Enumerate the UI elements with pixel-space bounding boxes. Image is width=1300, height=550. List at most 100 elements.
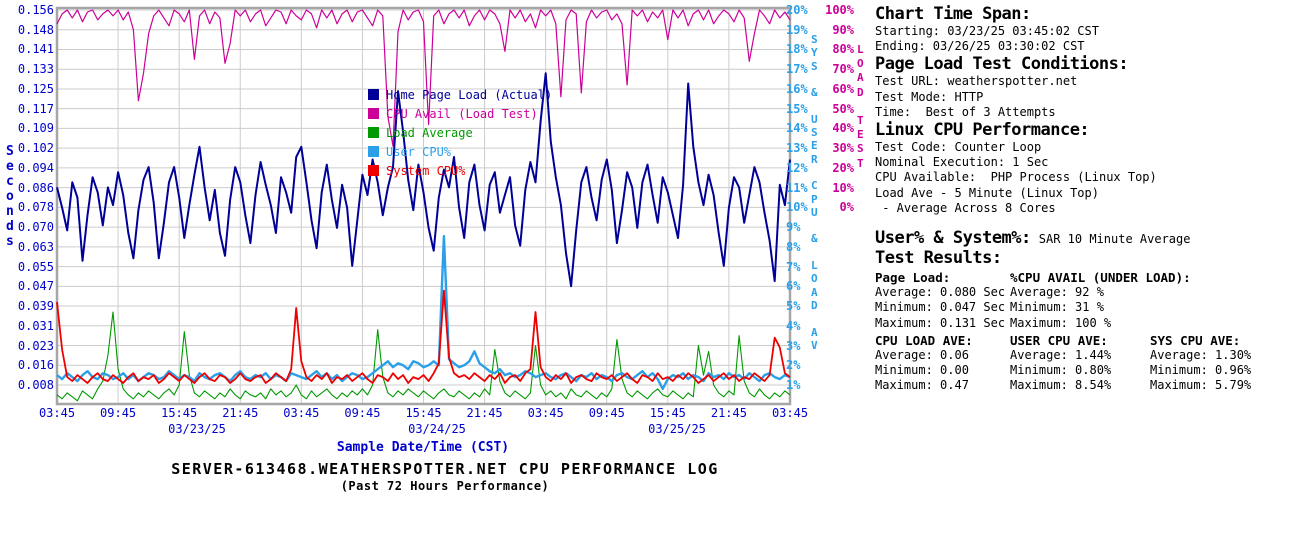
legend-swatch-icon bbox=[368, 89, 379, 100]
seconds-tick-label: 0.047 bbox=[17, 279, 54, 294]
results-user-cpu-ave-average: Average: 1.44% bbox=[1010, 348, 1112, 363]
load-test-tick-label: 80% bbox=[832, 42, 854, 57]
seconds-tick-label: 0.078 bbox=[17, 200, 54, 215]
load-test-tick-label: 30% bbox=[832, 141, 854, 156]
load-test-tick-label: 70% bbox=[832, 62, 854, 77]
seconds-tick-label: 0.016 bbox=[17, 358, 54, 373]
load-test-tick-label: 90% bbox=[832, 22, 854, 37]
time-span-starting: Starting: 03/23/25 03:45:02 CST bbox=[875, 24, 1099, 38]
load-test-tick-label: 60% bbox=[832, 81, 854, 96]
seconds-tick-label: 0.063 bbox=[17, 239, 54, 254]
date-label: 03/24/25 bbox=[408, 422, 466, 436]
results-sys-cpu-ave-title: SYS CPU AVE: bbox=[1150, 332, 1241, 348]
time-tick-label: 03:45 bbox=[771, 406, 809, 420]
legend-swatch-icon bbox=[368, 127, 379, 138]
cpu-pct-tick-label: 5% bbox=[786, 299, 801, 314]
section-heading-time-span: Chart Time Span: bbox=[875, 4, 1031, 24]
time-tick-label: 21:45 bbox=[710, 406, 747, 420]
series-line-home-page-load-actual- bbox=[56, 72, 791, 288]
results-user-cpu-ave-title: USER CPU AVE: bbox=[1010, 332, 1108, 348]
legend-item: Home Page Load (Actual) bbox=[368, 85, 552, 104]
seconds-tick-label: 0.070 bbox=[17, 220, 54, 235]
y-axis-label-sys-user-cpu-load: S Y S & U S E R C P U & L O A D A V bbox=[811, 33, 818, 352]
cpu-pct-tick-label: 4% bbox=[786, 318, 801, 333]
plot-border bbox=[55, 6, 792, 406]
cpu-pct-tick-label: 6% bbox=[786, 279, 801, 294]
results-page-load-average: Average: 0.080 Sec bbox=[875, 285, 1006, 300]
seconds-tick-label: 0.125 bbox=[17, 81, 54, 96]
linux-cpu-available: CPU Available: PHP Process (Linux Top) bbox=[875, 170, 1157, 185]
chart-title: SERVER-613468.WEATHERSPOTTER.NET CPU PER… bbox=[171, 460, 719, 478]
seconds-tick-label: 0.148 bbox=[17, 22, 54, 37]
cpu-pct-tick-label: 18% bbox=[786, 42, 808, 57]
results-row-1: Page Load: Average: 0.080 Sec Minimum: 0… bbox=[875, 270, 1299, 331]
results-page-load-minimum: Minimum: 0.047 Sec bbox=[875, 300, 1006, 315]
time-tick-label: 15:45 bbox=[405, 406, 442, 420]
legend-item: System CPU% bbox=[368, 161, 552, 180]
linux-load-ave: Load Ave - 5 Minute (Linux Top) bbox=[875, 185, 1099, 200]
seconds-tick-label: 0.109 bbox=[17, 121, 54, 136]
legend-label: User CPU% bbox=[386, 144, 452, 159]
conditions-test-mode: Test Mode: HTTP bbox=[875, 89, 984, 104]
cpu-pct-tick-label: 8% bbox=[786, 239, 801, 254]
cpu-pct-tick-label: 17% bbox=[786, 62, 808, 77]
results-user-cpu-ave-minimum: Minimum: 0.80% bbox=[1010, 363, 1112, 378]
section-heading-user-system: User% & System%: bbox=[875, 228, 1031, 249]
legend-swatch-icon bbox=[368, 165, 379, 176]
time-tick-label: 09:45 bbox=[100, 406, 137, 420]
seconds-tick-label: 0.055 bbox=[17, 259, 54, 274]
chart-area: 0.156 0.148 0.141 0.133 0.125 0.117 0.109 0.102… bbox=[6, 3, 864, 494]
plot-canvas bbox=[55, 6, 792, 406]
info-panel: Chart Time Span: Starting: 03/23/25 03:4… bbox=[875, 4, 1299, 394]
results-row-2: CPU LOAD AVE: Average: 0.06 Minimum: 0.0… bbox=[875, 333, 1299, 394]
cpu-pct-tick-label: 3% bbox=[786, 338, 801, 353]
cpu-pct-tick-label: 10% bbox=[786, 200, 808, 215]
conditions-test-url: Test URL: weatherspotter.net bbox=[875, 74, 1078, 89]
results-user-cpu-ave: USER CPU AVE: Average: 1.44% Minimum: 0.… bbox=[1010, 333, 1150, 394]
cpu-pct-tick-label: 14% bbox=[786, 121, 808, 136]
cpu-pct-tick-label: 7% bbox=[786, 259, 801, 274]
cpu-pct-tick-label: 16% bbox=[786, 81, 808, 96]
seconds-tick-label: 0.039 bbox=[17, 299, 54, 314]
cpu-pct-tick-label: 15% bbox=[786, 101, 808, 116]
results-cpu-load-ave-title: CPU LOAD AVE: bbox=[875, 332, 973, 348]
load-test-tick-label: 10% bbox=[832, 180, 854, 195]
cpu-pct-tick-label: 11% bbox=[786, 180, 808, 195]
user-system-text: SAR 10 Minute Average bbox=[1038, 232, 1191, 247]
section-heading-test-results: Test Results: bbox=[875, 248, 1002, 269]
seconds-tick-label: 0.086 bbox=[17, 180, 54, 195]
results-cpu-load-ave-average: Average: 0.06 bbox=[875, 348, 969, 363]
cpu-pct-tick-label: 12% bbox=[786, 160, 808, 175]
time-tick-label: 15:45 bbox=[649, 406, 686, 420]
y-axis-label-seconds: S e c o n d s bbox=[6, 144, 14, 249]
time-tick-label: 03:45 bbox=[38, 406, 76, 420]
results-page-load: Page Load: Average: 0.080 Sec Minimum: 0… bbox=[875, 270, 1010, 331]
legend-swatch-icon bbox=[368, 108, 379, 119]
series-line-user-cpu- bbox=[56, 234, 791, 391]
section-heading-conditions: Page Load Test Conditions: bbox=[875, 54, 1129, 75]
seconds-tick-label: 0.156 bbox=[17, 3, 54, 17]
time-tick-label: 21:45 bbox=[222, 406, 259, 420]
time-tick-label: 21:45 bbox=[466, 406, 503, 420]
load-test-tick-label: 100% bbox=[825, 3, 854, 17]
section-heading-linux-cpu: Linux CPU Performance: bbox=[875, 120, 1090, 141]
results-page-load-title: Page Load: bbox=[875, 270, 951, 286]
results-sys-cpu-ave-average: Average: 1.30% bbox=[1150, 348, 1252, 363]
time-tick-label: 03:45 bbox=[283, 406, 320, 420]
legend-item: User CPU% bbox=[368, 142, 552, 161]
load-test-tick-label: 50% bbox=[832, 101, 854, 116]
x-axis-title: Sample Date/Time (CST) bbox=[336, 440, 510, 455]
results-page-load-maximum: Maximum: 0.131 Sec bbox=[875, 315, 1006, 330]
results-cpu-avail-title: %CPU AVAIL (UNDER LOAD): bbox=[1010, 270, 1191, 286]
results-sys-cpu-ave: SYS CPU AVE: Average: 1.30% Minimum: 0.9… bbox=[1150, 333, 1299, 394]
results-cpu-load-ave-minimum: Minimum: 0.00 bbox=[875, 363, 969, 378]
legend-swatch-icon bbox=[368, 146, 379, 157]
series-line-system-cpu- bbox=[56, 289, 791, 384]
user-system-row: User% & System%: SAR 10 Minute Average bbox=[875, 228, 1299, 248]
legend: Home Page Load (Actual) CPU Avail (Load T… bbox=[368, 85, 552, 180]
seconds-tick-label: 0.023 bbox=[17, 338, 54, 353]
results-user-cpu-ave-maximum: Maximum: 8.54% bbox=[1010, 378, 1112, 393]
seconds-tick-label: 0.094 bbox=[17, 160, 54, 175]
time-tick-label: 09:45 bbox=[344, 406, 381, 420]
